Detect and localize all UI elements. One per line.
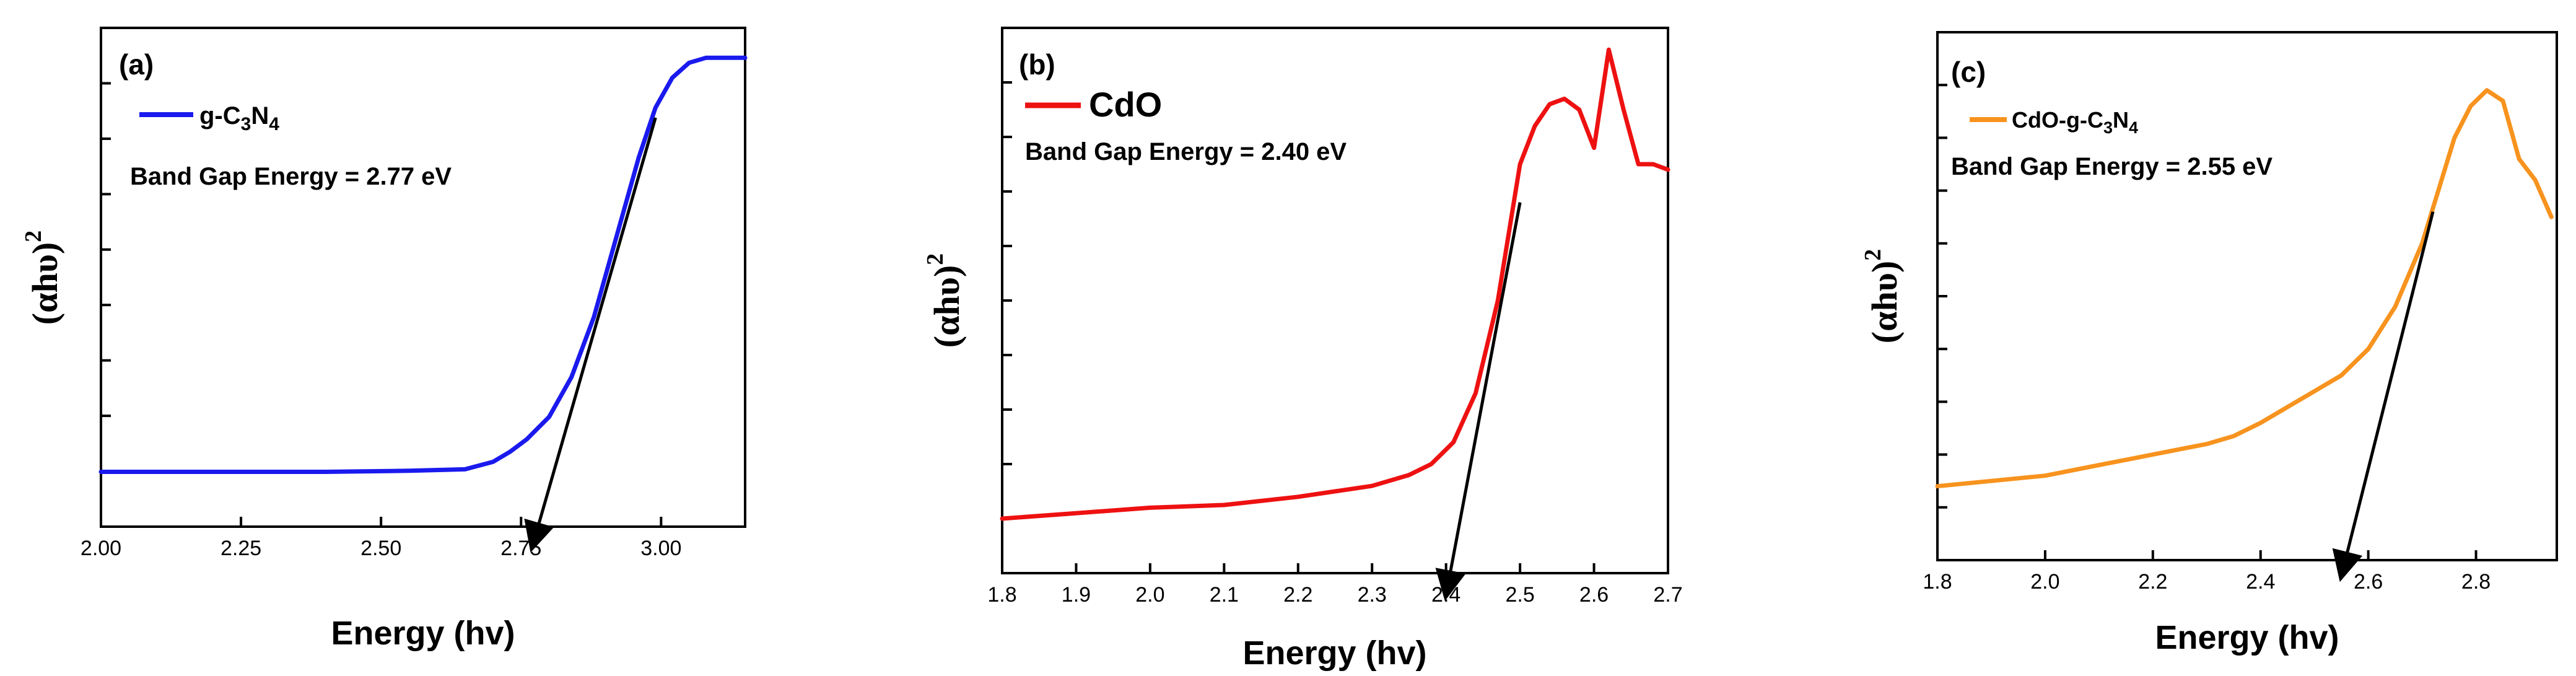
panel-a-series-line <box>98 55 748 474</box>
panel-b: 1.81.92.02.12.22.32.42.52.62.7 (b) CdO B… <box>922 27 1683 672</box>
panel-b-x-tick-label: 2.3 <box>1358 583 1387 607</box>
panel-a-legend-label: g-C3N4 <box>199 102 279 134</box>
panel-c-tangent-arrow <box>2332 211 2435 582</box>
panel-b-annotation: Band Gap Energy = 2.40 eV <box>1025 138 1347 165</box>
panel-c-y-axis-label: (αhυ)2 <box>1860 249 1905 343</box>
panel-c-x-tick-label: 2.4 <box>2246 570 2275 594</box>
panel-c-annotation: Band Gap Energy = 2.55 eV <box>1951 153 2273 180</box>
panel-c-x-tick-label: 2.0 <box>2030 570 2059 594</box>
panel-b-x-tick-label: 1.8 <box>987 583 1016 607</box>
panel-c: 1.8 2.0 2.2 2.4 2.6 2.8 (c) CdO-g-C3N4 Band G… <box>1860 31 2558 656</box>
panel-b-label: (b) <box>1019 48 1055 81</box>
panel-c-x-ticks: 1.8 2.0 2.2 2.4 2.6 2.8 <box>1923 550 2491 594</box>
panel-b-x-tick-label: 2.5 <box>1505 583 1534 607</box>
panel-c-x-axis-label: Energy (hv) <box>2155 619 2339 656</box>
panel-b-x-tick-label: 2.1 <box>1210 583 1239 607</box>
panel-c-x-tick-label: 2.6 <box>2354 570 2383 594</box>
panel-b-series-line <box>1000 47 1670 521</box>
panel-a-annotation: Band Gap Energy = 2.77 eV <box>130 163 452 190</box>
panel-a: 2.00 2.25 2.50 2.75 3.00 (a) g-C3N4 Band Gap… <box>20 27 748 652</box>
panel-b-y-axis-label: (αhυ)2 <box>922 253 967 348</box>
panel-c-series-line <box>1935 88 2554 489</box>
panel-b-x-tick-label: 2.7 <box>1653 583 1682 607</box>
panel-c-legend-label: CdO-g-C3N4 <box>2012 107 2138 137</box>
panel-a-y-axis-label: (αhυ)2 <box>20 230 65 325</box>
panel-a-x-tick-label: 2.50 <box>360 537 401 560</box>
panel-c-x-tick-label: 1.8 <box>1923 570 1952 594</box>
panel-c-x-tick-label: 2.2 <box>2138 570 2167 594</box>
panel-a-frame <box>100 27 746 528</box>
panel-b-x-tick-label: 2.6 <box>1579 583 1609 607</box>
panel-a-x-tick-label: 2.00 <box>81 537 121 560</box>
panel-b-x-tick-label: 2.2 <box>1283 583 1312 607</box>
panel-b-tangent-arrow <box>1435 202 1522 602</box>
panel-c-y-ticks <box>1937 84 1947 509</box>
panel-b-x-tick-label: 1.9 <box>1062 583 1091 607</box>
panel-a-x-tick-label: 3.00 <box>640 537 681 560</box>
panel-b-x-tick-label: 2.0 <box>1135 583 1164 607</box>
panel-b-x-ticks: 1.81.92.02.12.22.32.42.52.62.7 <box>987 563 1683 607</box>
panel-a-x-axis-label: Energy (hv) <box>331 615 515 652</box>
panel-c-label: (c) <box>1951 56 1986 88</box>
panel-a-tangent-arrow <box>524 117 657 553</box>
panel-b-y-ticks <box>1002 81 1012 520</box>
panel-a-y-ticks <box>101 82 111 473</box>
panel-a-x-tick-label: 2.25 <box>220 537 261 560</box>
panel-c-x-tick-label: 2.8 <box>2461 570 2491 594</box>
panel-b-legend-label: CdO <box>1089 85 1162 124</box>
panel-b-x-axis-label: Energy (hv) <box>1242 634 1426 672</box>
panel-a-x-ticks: 2.00 2.25 2.50 2.75 3.00 <box>81 517 681 560</box>
panel-a-label: (a) <box>119 48 154 81</box>
